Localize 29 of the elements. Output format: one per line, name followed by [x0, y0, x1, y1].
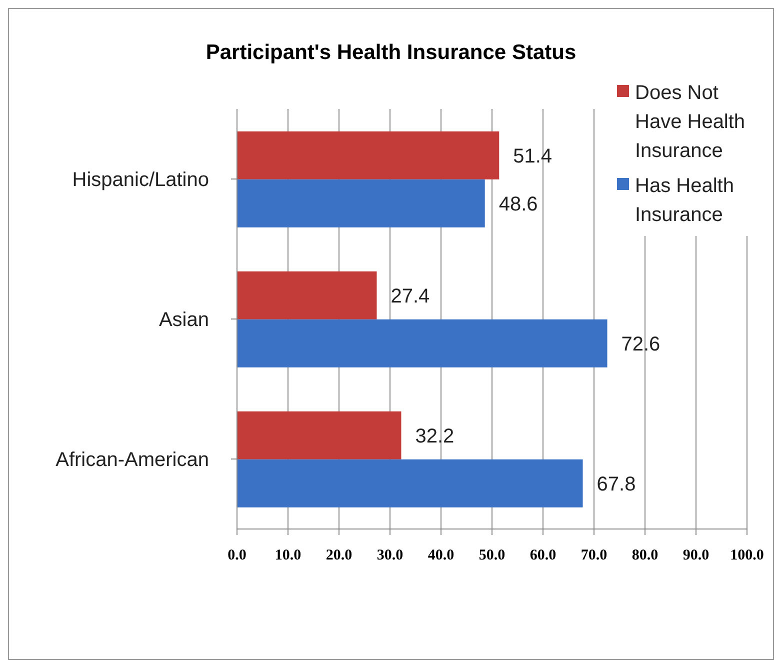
- x-tick-label: 10.0: [274, 548, 302, 564]
- bar: [237, 179, 485, 228]
- bar: [237, 271, 377, 320]
- chart-title: Participant's Health Insurance Status: [204, 41, 578, 65]
- bar: [237, 319, 608, 368]
- y-tick-label: Asian: [158, 309, 209, 332]
- data-label: 32.2: [415, 426, 454, 448]
- bar: [237, 459, 583, 508]
- data-label: 48.6: [498, 194, 538, 216]
- x-tick-label: 20.0: [326, 548, 352, 564]
- bar: [237, 131, 500, 180]
- y-tick-label: Hispanic/Latino: [72, 169, 209, 192]
- x-tick-label: 60.0: [530, 548, 556, 564]
- legend-label: Has Health Insurance: [635, 174, 735, 228]
- x-tick-label: 100.0: [730, 548, 764, 564]
- x-tick-label: 0.0: [228, 548, 246, 564]
- data-label: 51.4: [513, 146, 552, 168]
- data-label: 72.6: [621, 334, 660, 356]
- x-tick-label: 50.0: [478, 548, 506, 564]
- x-tick-label: 70.0: [580, 548, 608, 564]
- bar: [237, 411, 402, 460]
- x-tick-label: 90.0: [682, 548, 710, 564]
- legend-label: Does Not Have Health Insurance: [635, 81, 746, 164]
- x-tick-label: 30.0: [376, 548, 404, 564]
- y-tick-label: African-American: [56, 449, 209, 472]
- data-label: 67.8: [596, 474, 636, 496]
- data-label: 27.4: [390, 286, 430, 308]
- x-tick-label: 80.0: [632, 548, 658, 564]
- x-tick-label: 40.0: [428, 548, 454, 564]
